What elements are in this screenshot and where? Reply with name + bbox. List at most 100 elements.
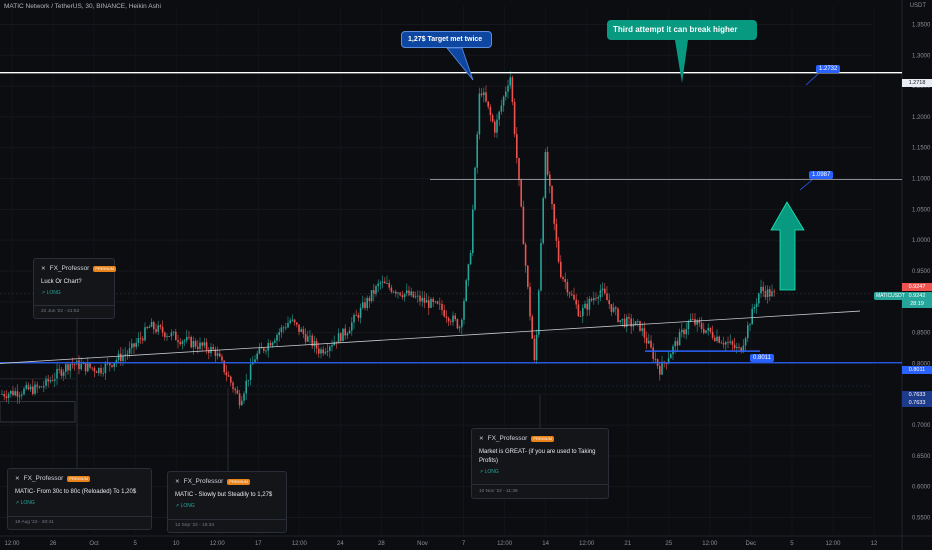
candle-body: [293, 319, 296, 323]
candle-body: [703, 328, 705, 333]
candle-body: [571, 294, 573, 296]
candle-body: [643, 328, 646, 338]
candle-body: [458, 327, 461, 329]
time-tick-label: 5: [133, 541, 137, 547]
candle-body: [289, 320, 291, 323]
candle-body: [498, 111, 500, 120]
candle-body: [773, 291, 775, 293]
candle-body: [258, 347, 261, 354]
candle-body: [469, 253, 472, 265]
candle-body: [483, 92, 485, 96]
candle-body: [474, 167, 476, 210]
candle-body: [645, 337, 648, 344]
third-attempt-callout[interactable]: Third attempt it can break higher: [607, 20, 757, 40]
candle-body: [362, 302, 364, 308]
candle-body: [584, 303, 586, 309]
candle-body: [216, 353, 219, 356]
candle-body: [740, 347, 742, 353]
candle-body: [212, 347, 214, 350]
idea-direction: LONG: [484, 469, 499, 475]
candle-body: [14, 391, 16, 396]
candle-body: [139, 337, 142, 339]
candle-body: [538, 290, 540, 335]
candle-body: [357, 315, 360, 318]
time-tick-label: 12:00: [210, 541, 226, 547]
candle-body: [113, 363, 115, 367]
idea-card-slowly-but-steadily[interactable]: ✕ FX_Professor PREMIUM MATIC - Slowly but …: [167, 471, 287, 533]
candle-body: [340, 333, 342, 342]
candle-body: [412, 291, 415, 298]
candle-body: [390, 287, 393, 292]
candle-body: [487, 101, 489, 107]
idea-card-from-30c-to-80c[interactable]: ✕ FX_Professor PREMIUM MATIC- From 30c to …: [7, 468, 152, 530]
candle-body: [373, 290, 375, 295]
candle-body: [652, 347, 654, 359]
candle-body: [274, 340, 276, 343]
idea-date: 12 Sep '22 - 18:34: [175, 523, 215, 528]
candle-body: [278, 332, 280, 336]
level-pill-0-8011[interactable]: 0.8011: [750, 354, 774, 362]
candle-body: [137, 337, 140, 343]
candle-body: [219, 353, 221, 357]
candle-body: [296, 322, 298, 325]
candle-body: [722, 343, 725, 345]
candle-body: [159, 325, 162, 328]
candle-body: [601, 288, 604, 291]
idea-direction: LONG: [180, 503, 195, 509]
idea-card-market-is-great[interactable]: ✕ FX_Professor PREMIUM Market is GREAT- (i…: [471, 428, 609, 499]
level-pill-1-2732[interactable]: 1.2732: [816, 65, 841, 73]
candle-body: [575, 299, 577, 305]
candle-body: [430, 298, 432, 308]
candle-body: [348, 330, 351, 334]
candle-body: [351, 322, 353, 331]
candle-body: [49, 380, 52, 382]
candle-body: [425, 300, 428, 303]
target-callout-pointer: [446, 47, 474, 81]
candle-body: [38, 386, 41, 388]
candle-body: [489, 106, 492, 116]
price-tick-label: 1.1000: [912, 177, 931, 183]
candle-body: [509, 77, 511, 86]
candle-body: [126, 353, 129, 355]
candle-body: [639, 320, 641, 331]
idea-author-icon: ✕: [41, 265, 46, 272]
idea-date: 19 Aug '22 - 20:41: [15, 520, 54, 525]
candle-body: [120, 353, 122, 361]
premium-badge: PREMIUM: [93, 265, 116, 272]
up-arrow-icon: [770, 201, 805, 291]
candle-body: [73, 364, 76, 366]
candle-body: [744, 338, 747, 346]
level-pill-1-0987[interactable]: 1.0987: [809, 171, 834, 179]
candle-body: [172, 331, 175, 333]
premium-badge: PREMIUM: [67, 475, 90, 482]
candle-body: [155, 329, 157, 332]
candle-body: [304, 334, 307, 342]
candle-body: [329, 346, 331, 352]
candle-body: [716, 336, 718, 341]
idea-author-icon: ✕: [15, 475, 20, 482]
card-divider: [472, 484, 608, 485]
candle-body: [166, 336, 168, 338]
idea-card-luck-or-chart[interactable]: ✕ FX_Professor PREMIUM Luck Or Chart? ↗ LO…: [33, 258, 116, 319]
candle-body: [27, 384, 30, 390]
candle-body: [234, 388, 236, 391]
candle-body: [203, 342, 206, 346]
premium-badge: PREMIUM: [227, 478, 250, 485]
candle-body: [23, 388, 25, 395]
candle-body: [428, 300, 430, 308]
candle-body: [529, 286, 531, 317]
candle-body: [254, 359, 256, 363]
candle-body: [168, 336, 170, 338]
candle-body: [331, 345, 333, 347]
target-met-callout[interactable]: 1,27$ Target met twice: [401, 31, 492, 48]
candle-body: [245, 380, 247, 394]
time-tick-label: 12:00: [702, 541, 718, 547]
candle-body: [194, 341, 197, 347]
candle-body: [454, 315, 456, 320]
candle-body: [496, 119, 498, 133]
time-tick-label: 26: [50, 541, 57, 547]
candle-body: [109, 362, 111, 366]
candle-body: [683, 329, 685, 335]
candle-body: [60, 369, 63, 376]
